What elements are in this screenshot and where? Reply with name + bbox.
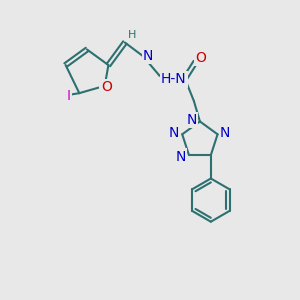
- Text: H-N: H-N: [161, 72, 187, 86]
- Text: I: I: [67, 89, 71, 103]
- Text: N: N: [220, 126, 230, 140]
- Text: O: O: [101, 80, 112, 94]
- Text: N: N: [169, 126, 179, 140]
- Text: O: O: [195, 50, 206, 64]
- Text: H: H: [128, 30, 136, 40]
- Text: N: N: [143, 49, 154, 63]
- Text: N: N: [176, 150, 186, 164]
- Text: N: N: [186, 113, 197, 127]
